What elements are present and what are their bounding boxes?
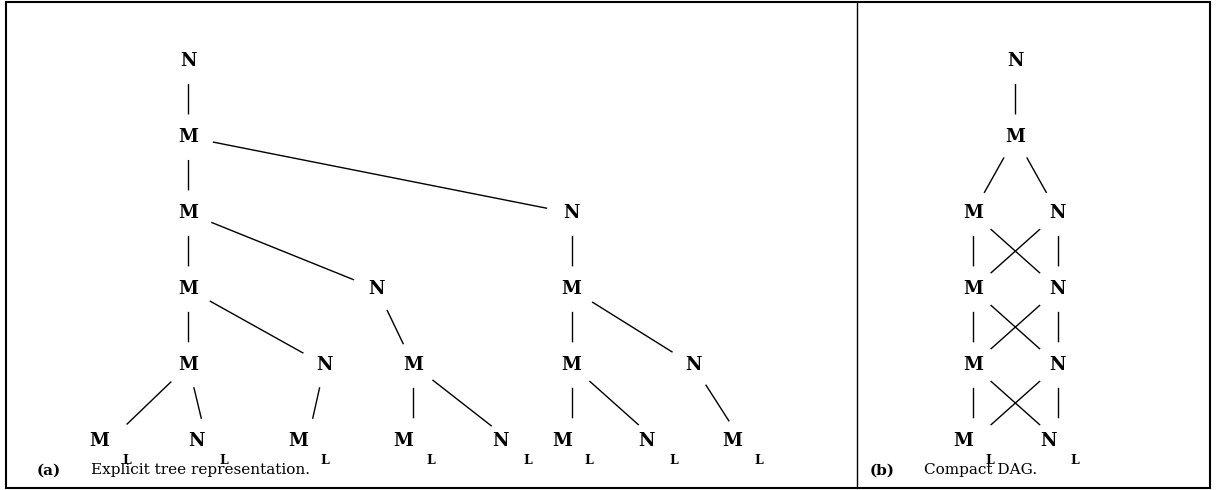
Text: L: L [122,454,131,467]
Text: M: M [394,432,413,450]
Ellipse shape [1034,419,1082,463]
Ellipse shape [991,115,1040,159]
Text: L: L [523,454,533,467]
Text: L: L [754,454,764,467]
Text: M: M [179,356,198,374]
Text: N: N [188,432,206,450]
Text: N: N [180,52,197,70]
Ellipse shape [164,115,213,159]
Text: L: L [320,454,330,467]
Ellipse shape [1034,191,1082,235]
Text: L: L [669,454,679,467]
Text: (a): (a) [36,464,61,477]
Text: M: M [288,432,308,450]
Text: M: M [179,204,198,222]
Text: L: L [1070,454,1080,467]
Text: L: L [219,454,229,467]
Text: M: M [90,432,109,450]
Ellipse shape [353,267,401,311]
Text: N: N [1049,356,1066,374]
Text: M: M [552,432,572,450]
Ellipse shape [389,343,438,387]
Ellipse shape [486,419,535,463]
Text: L: L [985,454,995,467]
Ellipse shape [547,191,596,235]
Ellipse shape [164,267,213,311]
Text: M: M [179,280,198,298]
Ellipse shape [547,343,596,387]
Ellipse shape [389,419,438,463]
Ellipse shape [164,191,213,235]
Ellipse shape [948,191,997,235]
Text: M: M [562,280,581,298]
Text: M: M [963,356,983,374]
Text: N: N [1007,52,1024,70]
Ellipse shape [182,419,231,463]
Ellipse shape [669,343,717,387]
Ellipse shape [164,343,213,387]
Text: L: L [584,454,593,467]
Ellipse shape [85,419,134,463]
Ellipse shape [632,419,681,463]
Ellipse shape [1034,343,1082,387]
Text: N: N [563,204,580,222]
Text: N: N [1049,204,1066,222]
Ellipse shape [948,419,997,463]
Ellipse shape [717,419,766,463]
Text: Compact DAG.: Compact DAG. [924,464,1037,477]
Text: Explicit tree representation.: Explicit tree representation. [91,464,310,477]
Text: M: M [562,356,581,374]
Ellipse shape [283,419,332,463]
Ellipse shape [547,419,596,463]
Ellipse shape [1034,267,1082,311]
Text: N: N [368,280,385,298]
Text: M: M [179,128,198,146]
Text: N: N [316,356,333,374]
Text: N: N [638,432,655,450]
Text: N: N [685,356,702,374]
Text: M: M [963,280,983,298]
Ellipse shape [547,267,596,311]
Text: M: M [1006,128,1025,146]
Ellipse shape [948,343,997,387]
Text: N: N [1040,432,1057,450]
Text: N: N [1049,280,1066,298]
Ellipse shape [948,267,997,311]
Text: M: M [404,356,423,374]
Ellipse shape [991,39,1040,83]
Ellipse shape [300,343,349,387]
Text: N: N [492,432,510,450]
Text: M: M [963,204,983,222]
Text: L: L [426,454,435,467]
Text: (b): (b) [869,464,895,477]
Ellipse shape [164,39,213,83]
Text: M: M [722,432,742,450]
Text: M: M [953,432,973,450]
